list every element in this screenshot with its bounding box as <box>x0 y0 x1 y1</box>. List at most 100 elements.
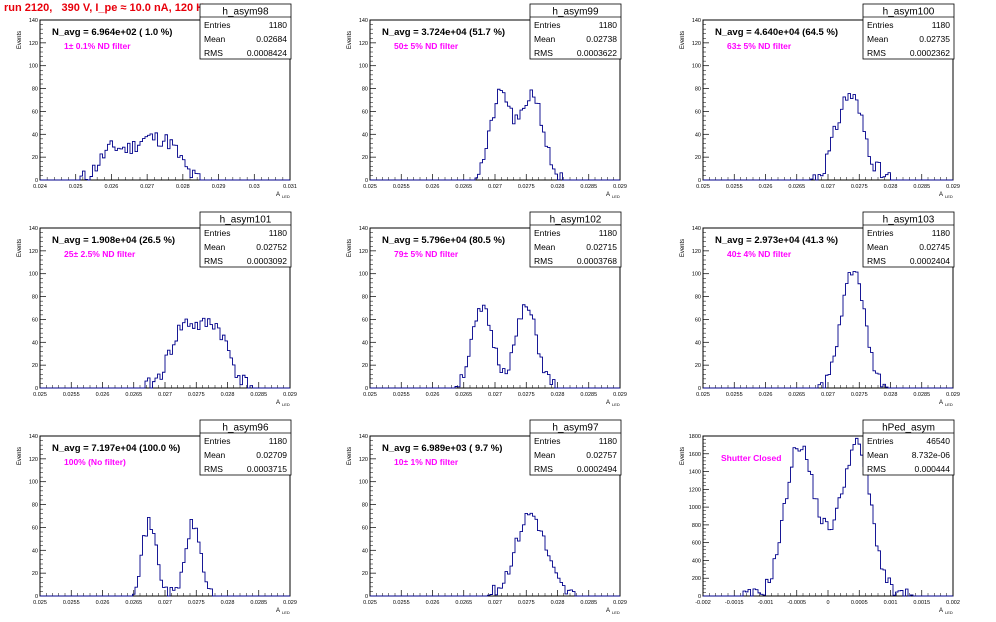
x-tick-label: 0.0255 <box>63 600 80 606</box>
x-tick-label: 0.0275 <box>518 600 535 606</box>
x-tick-label: 0.0275 <box>188 600 205 606</box>
y-tick-label: 100 <box>359 272 368 278</box>
filter-note-label: 10± 1% ND filter <box>394 457 459 467</box>
y-tick-label: 100 <box>29 64 38 70</box>
y-tick-label: 60 <box>32 525 38 531</box>
stats-key: Entries <box>204 436 230 446</box>
stats-value: 1180 <box>599 20 618 30</box>
stats-box <box>862 211 955 268</box>
x-axis-title: A <box>276 608 280 614</box>
y-tick-label: 1600 <box>689 452 701 458</box>
x-tick-label: 0.027 <box>158 600 172 606</box>
x-tick-label: 0.002 <box>946 600 960 606</box>
x-tick-label: 0.0285 <box>913 184 930 190</box>
x-tick-label: 0.025 <box>363 184 377 190</box>
x-tick-label: -0.002 <box>695 600 711 606</box>
x-axis-title-sub: LED <box>282 610 290 615</box>
x-tick-label: 0.025 <box>33 392 47 398</box>
y-tick-label: 80 <box>32 503 38 509</box>
x-axis-title: A <box>939 608 943 614</box>
stats-key: Mean <box>867 450 889 460</box>
stats-value: 8.732e-06 <box>912 450 951 460</box>
histogram-panel-hPed_asym: 0 200 400 600 800 1000 1200 1400 1600 1800 -0.002 -… <box>680 419 960 615</box>
y-axis-title: Events <box>347 239 353 257</box>
x-tick-label: 0.025 <box>69 184 83 190</box>
stats-value: 0.0002362 <box>910 48 950 58</box>
stats-value: 1180 <box>599 436 618 446</box>
y-tick-label: 20 <box>362 571 368 577</box>
y-axis-title: Events <box>17 447 23 465</box>
stats-title: h_asym97 <box>552 423 599 434</box>
stats-key: Entries <box>867 20 893 30</box>
histogram-panel-h_asym103: 0 20 40 60 80 100 120 140 0.025 0.0255 0.026 0.0265… <box>680 211 960 407</box>
y-tick-label: 40 <box>362 548 368 554</box>
stats-box <box>199 419 292 476</box>
x-tick-label: 0.0285 <box>580 184 597 190</box>
stats-key: Mean <box>534 242 556 252</box>
stats-box <box>529 419 622 476</box>
x-axis-title-sub: LED <box>945 194 953 199</box>
x-tick-label: 0.029 <box>283 392 297 398</box>
x-tick-label: 0.026 <box>105 184 119 190</box>
stats-key: Mean <box>867 34 889 44</box>
headline-label: N_avg = 6.964e+02 ( 1.0 %) <box>52 27 172 38</box>
x-tick-label: 0.029 <box>212 184 226 190</box>
y-tick-label: 800 <box>692 523 701 529</box>
x-tick-label: 0.027 <box>140 184 154 190</box>
x-tick-label: 0.028 <box>884 184 898 190</box>
y-tick-label: 80 <box>362 503 368 509</box>
x-tick-label: 0.029 <box>946 392 960 398</box>
y-tick-label: 140 <box>29 226 38 232</box>
y-tick-label: 80 <box>695 87 701 93</box>
headline-label: N_avg = 2.973e+04 (41.3 %) <box>715 235 838 246</box>
x-tick-label: 0.025 <box>363 392 377 398</box>
x-tick-label: 0.0285 <box>580 600 597 606</box>
x-tick-label: 0.0275 <box>188 392 205 398</box>
y-tick-label: 100 <box>359 480 368 486</box>
y-tick-label: 60 <box>695 317 701 323</box>
stats-value: 0.0003715 <box>247 464 287 474</box>
stats-key: Mean <box>867 242 889 252</box>
filter-note-label: 50± 5% ND filter <box>394 41 459 51</box>
stats-key: Entries <box>204 20 230 30</box>
y-tick-label: 140 <box>692 18 701 24</box>
y-tick-label: 1000 <box>689 505 701 511</box>
headline-label: N_avg = 7.197e+04 (100.0 %) <box>52 443 180 454</box>
stats-value: 0.02752 <box>256 242 287 252</box>
y-tick-label: 60 <box>362 525 368 531</box>
x-tick-label: 0.0265 <box>455 184 472 190</box>
x-tick-label: 0.031 <box>283 184 297 190</box>
x-tick-label: 0.0255 <box>393 392 410 398</box>
x-tick-label: 0.026 <box>759 392 773 398</box>
stats-box <box>862 419 955 476</box>
y-tick-label: 20 <box>695 155 701 161</box>
x-tick-label: 0 <box>826 600 829 606</box>
stats-title: h_asym103 <box>883 215 935 226</box>
stats-box <box>199 211 292 268</box>
filter-note-label: 79± 5% ND filter <box>394 249 459 259</box>
stats-box <box>529 3 622 60</box>
x-tick-label: 0.0265 <box>455 600 472 606</box>
stats-key: RMS <box>204 48 223 58</box>
stats-key: Entries <box>204 228 230 238</box>
x-tick-label: 0.026 <box>759 184 773 190</box>
stats-value: 0.0008424 <box>247 48 287 58</box>
y-tick-label: 0 <box>35 386 38 392</box>
headline-label: N_avg = 5.796e+04 (80.5 %) <box>382 235 505 246</box>
x-tick-label: 0.0285 <box>913 392 930 398</box>
stats-title: h_asym98 <box>222 7 269 18</box>
x-tick-label: 0.0255 <box>726 184 743 190</box>
x-tick-label: 0.0255 <box>63 392 80 398</box>
filter-note-label: Shutter Closed <box>721 453 781 463</box>
stats-title: h_asym102 <box>550 215 602 226</box>
histogram-line <box>40 132 290 181</box>
stats-box <box>862 3 955 60</box>
x-tick-label: 0.025 <box>696 392 710 398</box>
x-tick-label: 0.0255 <box>393 184 410 190</box>
x-tick-label: 0.0255 <box>393 600 410 606</box>
y-tick-label: 80 <box>362 87 368 93</box>
y-tick-label: 20 <box>362 363 368 369</box>
y-tick-label: 140 <box>359 226 368 232</box>
stats-key: RMS <box>867 256 886 266</box>
y-tick-label: 120 <box>692 249 701 255</box>
